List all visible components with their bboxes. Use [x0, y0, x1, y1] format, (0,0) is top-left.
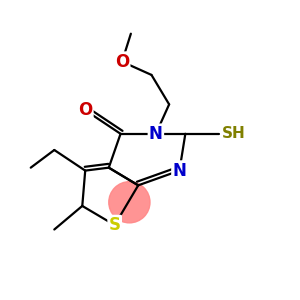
Text: N: N	[172, 162, 186, 180]
Text: O: O	[115, 53, 129, 71]
Text: N: N	[149, 125, 163, 143]
Text: O: O	[78, 101, 92, 119]
Circle shape	[109, 182, 150, 223]
Text: SH: SH	[222, 126, 246, 141]
Text: S: S	[109, 216, 121, 234]
